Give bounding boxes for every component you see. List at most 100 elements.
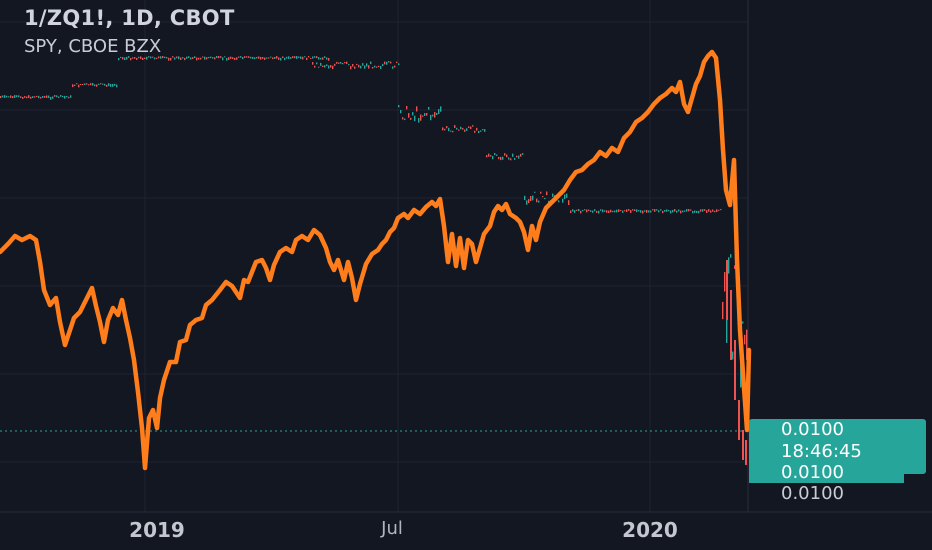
zq-candles: [0, 56, 748, 465]
zq-candle: [240, 56, 242, 58]
zq-candle: [404, 118, 406, 121]
zq-candle: [734, 265, 736, 269]
zq-candle: [236, 57, 238, 60]
zq-candle: [104, 83, 106, 86]
zq-candle: [188, 56, 190, 59]
zq-candle: [590, 210, 592, 212]
zq-candle: [678, 209, 680, 212]
zq-candle: [50, 96, 52, 100]
zq-candle: [568, 200, 570, 206]
zq-candle: [30, 96, 32, 99]
zq-candle: [108, 83, 110, 87]
zq-candle: [702, 209, 704, 212]
zq-candle: [172, 56, 174, 58]
zq-candle: [452, 130, 454, 133]
zq-candle: [98, 83, 100, 85]
zq-candle: [640, 210, 642, 213]
zq-candle: [332, 65, 334, 70]
zq-candle: [272, 57, 274, 60]
zq-candle: [102, 83, 104, 85]
zq-candle: [694, 210, 696, 213]
zq-candle: [644, 210, 646, 212]
zq-candle: [308, 56, 310, 58]
zq-candle: [546, 191, 548, 196]
zq-candle: [464, 129, 466, 132]
zq-candle: [316, 62, 318, 65]
zq-candle: [606, 210, 608, 213]
zq-candle: [52, 96, 54, 99]
zq-candle: [40, 96, 42, 99]
zq-candle: [440, 106, 442, 112]
zq-candle: [384, 61, 386, 65]
zq-candle: [80, 83, 82, 86]
zq-candle: [484, 129, 486, 132]
zq-candle: [364, 65, 366, 69]
zq-candle: [156, 57, 158, 60]
zq-candle: [388, 61, 390, 63]
zq-candle: [196, 57, 198, 61]
zq-candle: [116, 84, 118, 88]
zq-candle: [534, 191, 536, 193]
zq-candle: [150, 56, 152, 59]
zq-candle: [6, 95, 8, 98]
zq-candle: [312, 56, 314, 59]
zq-candle: [744, 334, 746, 345]
zq-candle: [24, 96, 26, 98]
legend-sub-symbol[interactable]: SPY, CBOE BZX: [24, 36, 162, 57]
zq-candle: [478, 130, 480, 134]
zq-candle: [218, 56, 220, 59]
zq-candle: [274, 56, 276, 59]
zq-candle: [296, 56, 298, 59]
zq-candle: [592, 210, 594, 213]
zq-candle: [314, 56, 316, 58]
zq-candle: [28, 95, 30, 99]
zq-candle: [84, 83, 86, 86]
zq-candle: [708, 209, 710, 212]
zq-candle: [536, 198, 538, 203]
zq-candle: [398, 63, 400, 66]
zq-candle: [486, 155, 488, 158]
zq-candle: [628, 209, 630, 211]
zq-candle: [312, 62, 314, 65]
zq-candle: [346, 61, 348, 64]
zq-candle: [538, 200, 540, 203]
zq-candle: [588, 209, 590, 212]
grid-lines: [0, 0, 748, 512]
zq-candle: [166, 56, 168, 59]
x-tick-label: 2020: [622, 518, 678, 542]
zq-candle: [732, 351, 734, 360]
zq-candle: [16, 95, 18, 98]
zq-candle: [2, 95, 4, 98]
zq-candle: [66, 95, 68, 98]
zq-candle: [180, 57, 182, 60]
zq-candle: [558, 200, 560, 203]
zq-candle: [330, 65, 332, 68]
zq-candle: [700, 209, 702, 212]
zq-candle: [174, 57, 176, 60]
bar-countdown: 18:46:45: [781, 441, 862, 462]
zq-candle: [286, 56, 288, 59]
zq-candle: [204, 56, 206, 60]
zq-candle: [718, 209, 720, 211]
zq-candle: [516, 155, 518, 158]
zq-candle: [158, 56, 160, 59]
zq-candle: [462, 127, 464, 130]
zq-candle: [746, 329, 748, 360]
zq-candle: [562, 198, 564, 203]
zq-candle: [704, 209, 706, 211]
legend-main-symbol[interactable]: 1/ZQ1!, 1D, CBOT: [24, 6, 235, 30]
zq-candle: [358, 64, 360, 68]
zq-candle: [426, 112, 428, 116]
zq-candle: [656, 209, 658, 211]
zq-candle: [436, 112, 438, 115]
zq-candle: [242, 57, 244, 60]
zq-candle: [324, 65, 326, 68]
zq-candle: [528, 199, 530, 204]
zq-candle: [654, 209, 656, 212]
zq-candle: [58, 96, 60, 99]
zq-candle: [684, 210, 686, 212]
zq-candle: [100, 83, 102, 85]
zq-candle: [192, 57, 194, 59]
zq-candle: [190, 57, 192, 60]
